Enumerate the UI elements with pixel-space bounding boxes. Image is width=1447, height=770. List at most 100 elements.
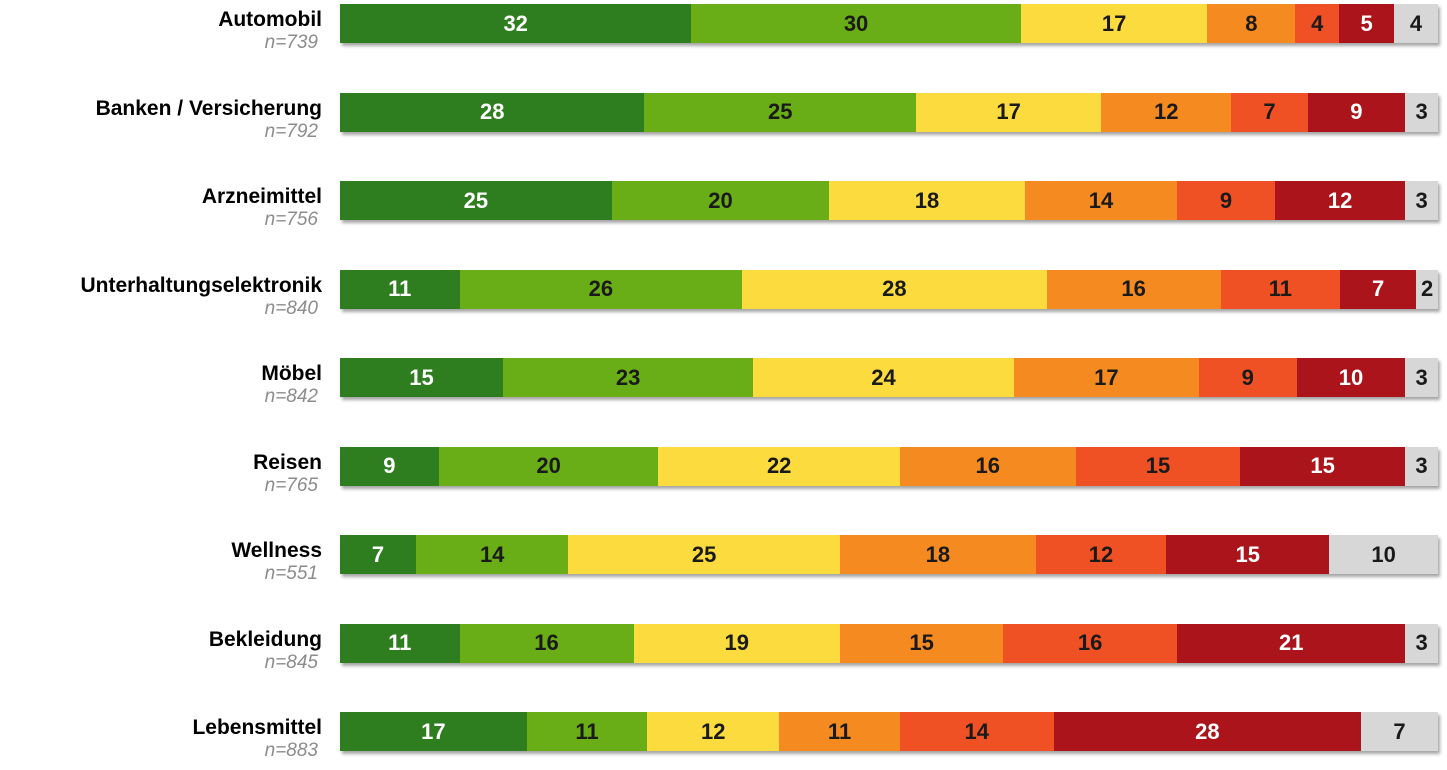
segment-value-label: 20 <box>536 453 561 478</box>
bar-row: 15 23 24 17 9 10 3 <box>340 358 1438 397</box>
bar-segment: 14 <box>416 535 569 574</box>
sample-size-label: n=883 <box>264 740 318 761</box>
sample-size-label: n=551 <box>264 563 318 584</box>
category-label: Wellness <box>231 539 322 562</box>
bar-segment: 14 <box>899 712 1054 751</box>
bar-row: 25 20 18 14 9 12 3 <box>340 181 1438 220</box>
category-label: Automobil <box>218 8 322 31</box>
bar-segment: 28 <box>1053 712 1362 751</box>
bar-segment: 24 <box>753 358 1014 397</box>
sample-size-label: n=756 <box>264 209 318 230</box>
bar-segment: 4 <box>1394 4 1438 43</box>
segment-value-label: 11 <box>827 718 852 744</box>
segment-value-label: 17 <box>996 99 1021 124</box>
segment-value-label: 7 <box>1372 276 1385 301</box>
segment-value-label: 12 <box>1327 187 1353 213</box>
sample-size-label: n=842 <box>264 386 318 407</box>
segment-value-label: 20 <box>708 187 733 213</box>
segment-value-label: 14 <box>964 718 990 744</box>
bar-segment: 22 <box>658 446 900 486</box>
segment-value-label: 24 <box>871 364 896 390</box>
bar-row: 11 26 28 16 11 7 2 <box>340 269 1438 309</box>
bar-segment: 20 <box>438 446 659 486</box>
bar-row: 11 16 19 15 16 21 3 <box>340 623 1438 663</box>
bar-segment: 16 <box>1046 269 1221 309</box>
bar-segment: 9 <box>1177 181 1275 220</box>
bar-segment: 16 <box>459 623 634 663</box>
bar-segment: 25 <box>568 535 841 574</box>
bar-segment: 17 <box>916 92 1101 132</box>
segment-value-label: 15 <box>1310 453 1335 478</box>
bar-segment: 12 <box>1274 181 1406 220</box>
bar-segment: 10 <box>1296 358 1406 397</box>
segment-value-label: 25 <box>768 99 793 124</box>
segment-value-label: 3 <box>1415 187 1428 213</box>
segment-value-label: 7 <box>371 541 385 567</box>
bar-segment: 25 <box>644 92 917 132</box>
segment-value-label: 12 <box>1153 99 1179 124</box>
bar-row: 9 20 22 16 15 15 3 <box>340 446 1438 486</box>
sample-size-label: n=845 <box>264 651 318 673</box>
bar-segment: 12 <box>1100 92 1232 132</box>
segment-value-label: 28 <box>479 99 505 124</box>
bar-segment: 23 <box>503 358 754 397</box>
bar-segment: 32 <box>340 4 692 43</box>
segment-value-label: 26 <box>588 276 614 301</box>
segment-value-label: 3 <box>1415 630 1428 655</box>
bar-segment: 17 <box>1020 4 1208 43</box>
bar-segment: 3 <box>1405 181 1438 220</box>
bar-segment: 7 <box>1340 269 1417 309</box>
segment-value-label: 16 <box>1121 276 1146 301</box>
segment-value-label: 16 <box>1077 630 1103 655</box>
bar-segment: 3 <box>1405 358 1438 397</box>
category-label: Unterhaltungselektronik <box>80 273 322 297</box>
segment-value-label: 3 <box>1415 453 1428 478</box>
bar-segment: 20 <box>611 181 830 220</box>
segment-value-label: 10 <box>1338 364 1364 390</box>
category-label: Banken / Versicherung <box>95 96 322 120</box>
segment-value-label: 32 <box>503 10 528 36</box>
segment-value-label: 18 <box>925 541 951 567</box>
bar-segment: 15 <box>1166 535 1330 574</box>
segment-value-label: 7 <box>1263 99 1276 124</box>
segment-value-label: 12 <box>701 718 726 744</box>
bar-segment: 28 <box>340 92 645 132</box>
segment-value-label: 11 <box>388 276 412 301</box>
segment-value-label: 11 <box>1268 276 1292 301</box>
segment-value-label: 17 <box>1101 10 1127 36</box>
segment-value-label: 22 <box>766 453 792 478</box>
bar-segment: 16 <box>899 446 1076 486</box>
bar-segment: 11 <box>526 712 648 751</box>
segment-value-label: 19 <box>724 630 750 655</box>
bar-segment: 18 <box>840 535 1036 574</box>
bar-segment: 2 <box>1416 269 1438 309</box>
bar-segment: 18 <box>829 181 1025 220</box>
bar-segment: 11 <box>340 623 460 663</box>
bar-segment: 12 <box>1035 535 1167 574</box>
segment-value-label: 5 <box>1360 10 1373 36</box>
category-label: Bekleidung <box>208 627 322 651</box>
segment-value-label: 16 <box>534 630 559 655</box>
segment-value-label: 3 <box>1415 99 1428 124</box>
bar-segment: 21 <box>1177 623 1406 663</box>
bar-segment: 28 <box>742 269 1047 309</box>
segment-value-label: 30 <box>843 10 869 36</box>
bar-segment: 17 <box>1014 358 1199 397</box>
bar-segment: 5 <box>1339 4 1395 43</box>
bar-segment: 14 <box>1024 181 1178 220</box>
segment-value-label: 2 <box>1420 276 1434 301</box>
bar-segment: 19 <box>633 623 841 663</box>
bar-segment: 3 <box>1405 623 1438 663</box>
bar-row: 32 30 17 8 4 5 4 <box>340 4 1438 43</box>
category-label: Reisen <box>253 450 322 474</box>
bar-segment: 3 <box>1405 446 1438 486</box>
bar-row: 17 11 12 11 14 28 7 <box>340 712 1438 751</box>
segment-value-label: 17 <box>1094 364 1119 390</box>
segment-value-label: 9 <box>1350 99 1363 124</box>
sample-size-label: n=739 <box>264 32 318 53</box>
segment-value-label: 28 <box>882 276 907 301</box>
segment-value-label: 16 <box>975 453 1001 478</box>
segment-value-label: 25 <box>463 187 489 213</box>
bar-segment: 15 <box>1075 446 1241 486</box>
bar-segment: 9 <box>1307 92 1406 132</box>
